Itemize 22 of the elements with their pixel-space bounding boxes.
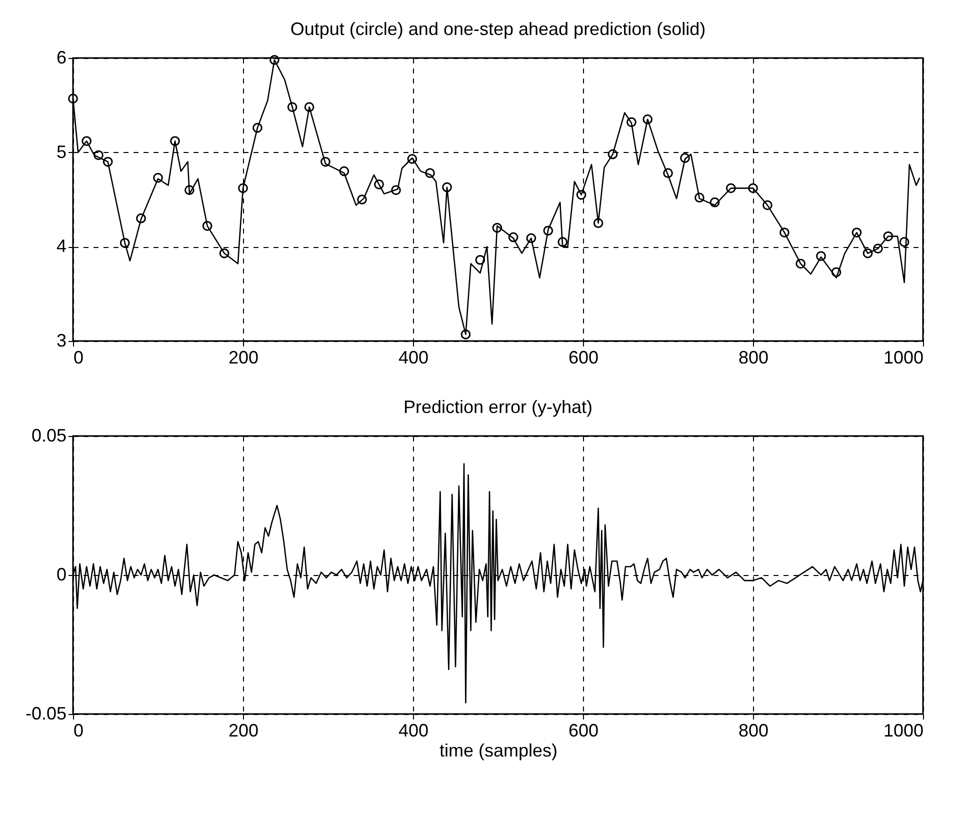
chart-title: Output (circle) and one-step ahead prediction (solid) [290,19,706,39]
y-tick-label: 6 [56,48,66,68]
y-tick-label: 0.05 [31,426,66,446]
x-tick-label: 0 [74,720,84,740]
x-axis-title: time (samples) [439,740,558,760]
x-tick-label: 400 [398,720,429,740]
y-tick-label: 4 [56,236,66,256]
x-tick-label: 200 [228,720,259,740]
chart-title: Prediction error (y-yhat) [403,397,593,417]
x-tick-label: 1000 [883,720,924,740]
x-tick-label: 800 [738,348,769,368]
y-tick-label: 3 [56,330,66,350]
x-tick-label: 600 [568,720,599,740]
y-tick-label: 0 [56,564,66,584]
y-tick-label: -0.05 [25,704,66,724]
x-tick-label: 400 [398,348,429,368]
x-tick-label: 800 [738,720,769,740]
x-tick-label: 200 [228,348,259,368]
x-tick-label: 600 [568,348,599,368]
x-tick-label: 0 [74,348,84,368]
y-tick-label: 5 [56,142,66,162]
x-tick-label: 1000 [883,348,924,368]
